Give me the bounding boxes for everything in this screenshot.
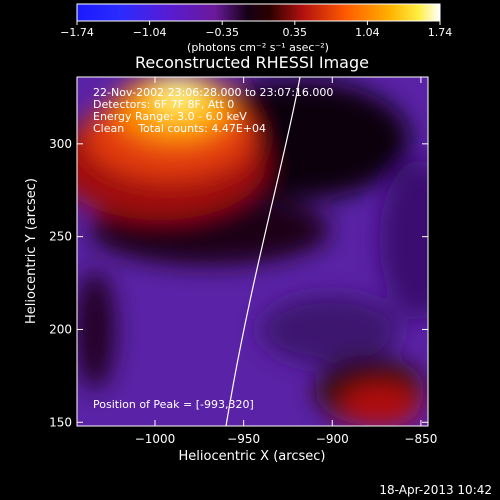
x-tick-label: −900 [316,432,349,446]
x-axis-ticks: −1000 −950 −900 −850 [135,77,437,446]
colorbar-frame [76,3,441,22]
peak-position-label: Position of Peak = [-993,320] [93,398,254,411]
annotation-detectors: Detectors: 6F 7F 8F, Att 0 [93,98,234,111]
y-tick-label: 150 [49,415,72,429]
colorbar-tick-label: 1.74 [428,26,453,39]
annotation-time: 22-Nov-2002 23:06:28.000 to 23:07:16.000 [93,86,333,99]
colorbar-ticks: −1.74 −1.04 −0.35 0.35 1.04 1.74 [60,21,452,39]
y-tick-label: 200 [49,322,72,336]
solar-limb [225,77,301,426]
annotation-counts: Clean Total counts: 4.47E+04 [93,122,266,135]
x-axis-label: Heliocentric X (arcsec) [179,449,326,464]
colorbar-tick-label: 0.35 [283,26,308,39]
y-tick-label: 250 [49,230,72,244]
y-axis-label: Heliocentric Y (arcsec) [24,178,39,324]
colorbar-tick-label: −1.04 [133,26,167,39]
colorbar [77,4,440,21]
colorbar-units: (photons cm⁻² s⁻¹ asec⁻²) [187,41,329,54]
x-tick-label: −1000 [135,432,176,446]
x-tick-label: −950 [227,432,260,446]
annotation-energy: Energy Range: 3.0 - 6.0 keV [93,110,247,123]
plot-frame [76,76,429,427]
x-tick-label: −850 [404,432,437,446]
y-axis-ticks: 150 200 250 300 [49,137,428,429]
colorbar-tick-label: −0.35 [205,26,239,39]
chart-title: Reconstructed RHESSI Image [135,53,369,72]
colorbar-tick-label: 1.04 [355,26,380,39]
image-area [77,77,428,426]
annotation-block: 22-Nov-2002 23:06:28.000 to 23:07:16.000… [93,86,333,135]
footer-timestamp: 18-Apr-2013 10:42 [379,483,492,497]
y-tick-label: 300 [49,137,72,151]
colorbar-tick-label: −1.74 [60,26,94,39]
